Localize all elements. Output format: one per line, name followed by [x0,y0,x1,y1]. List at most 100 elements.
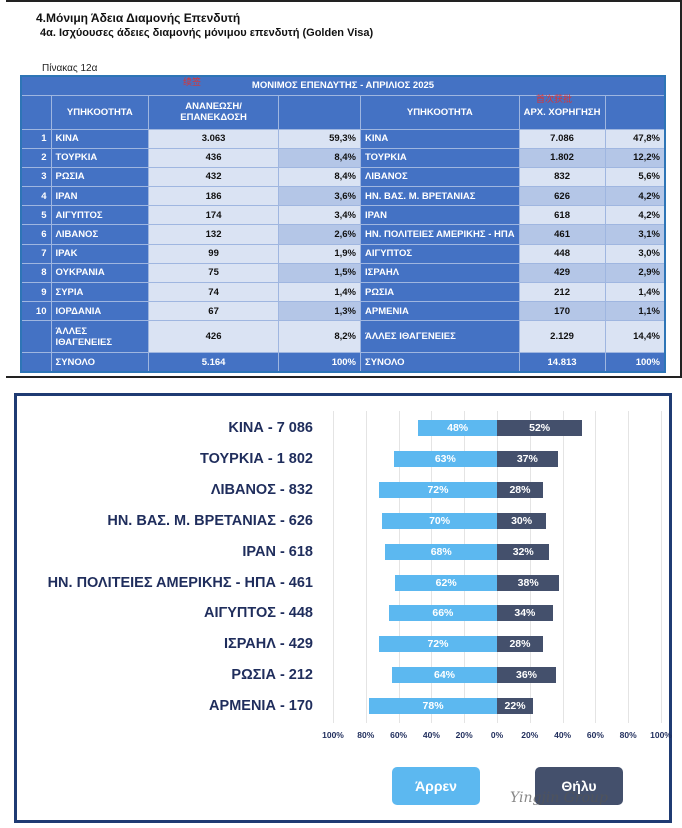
legend-female[interactable]: Θήλυ [535,767,623,805]
renewal-pct: 100% [278,352,361,373]
category-label: ΤΟΥΡΚΙΑ - 1 802 [200,450,313,467]
initial-count: 212 [518,281,606,303]
initial-count: 618 [518,205,606,226]
row-number: 7 [20,243,52,264]
x-tick-label: 40% [554,730,572,740]
initial-count: 2.129 [518,320,606,354]
nationality-2: ΣΥΝΟΛΟ [360,352,520,373]
renewal-count: 186 [148,186,279,207]
category-label: ΛΙΒΑΝΟΣ - 832 [210,481,313,498]
category-label: ΑΙΓΥΠΤΟΣ - 448 [203,605,313,622]
renewal-count: 3.063 [148,128,279,149]
nationality-2: ΡΩΣΙΑ [360,281,520,303]
row-number [20,320,52,354]
row-number: 9 [20,281,52,303]
bar-female: 30% [497,512,547,529]
initial-pct: 100% [604,352,666,373]
gridline [628,411,630,723]
category-label: ΙΡΑΝ - 618 [242,543,313,560]
initial-pct: 14,4% [604,320,666,354]
gridline [562,411,564,723]
category-label: ΑΡΜΕΝΙΑ - 170 [209,698,313,715]
bar-female: 36% [497,667,557,684]
nationality: ΡΩΣΙΑ [50,166,150,188]
bar-male: 48% [418,420,497,436]
overlay-mark: 续签 [183,77,202,87]
gridline [529,411,531,723]
table-row: 10 ΙΟΡΔΑΝΙΑ 67 1,3% ΑΡΜΕΝΙΑ 170 1,1% [20,301,666,322]
renewal-pct: 8,4% [278,166,361,188]
bar-male: 68% [385,543,497,560]
bar-female: 34% [497,605,553,622]
nationality: ΑΙΓΥΠΤΟΣ [50,205,150,226]
initial-count: 1.802 [518,147,606,168]
gridline [464,411,466,723]
gridline [595,411,597,723]
gridline [661,411,662,723]
initial-count: 170 [518,301,606,322]
initial-count: 14.813 [518,352,606,373]
bar-male: 64% [392,667,497,684]
header-nationality-2: ΥΠΗΚΟΟΤΗΤΑ [360,94,520,130]
bar-male: 78% [369,698,497,715]
section-subheading: 4α. Ισχύουσες άδειες διαμονής μόνιμου επ… [40,27,374,39]
header-num [20,94,52,130]
table-row: 7 ΙΡΑΚ 99 1,9% ΑΙΓΥΠΤΟΣ 448 3,0% [20,243,666,264]
nationality-2: ΗΝ. ΒΑΣ. Μ. ΒΡΕΤΑΝΙΑΣ [360,186,520,207]
x-tick-label: 60% [390,730,408,740]
table-row: 8 ΟΥΚΡΑΝΙΑ 75 1,5% ΙΣΡΑΗΛ 429 2,9% [20,262,666,284]
renewal-pct: 1,5% [278,262,361,284]
x-tick-label: 80% [619,730,637,740]
table-row: 6 ΛΙΒΑΝΟΣ 132 2,6% ΗΝ. ΠΟΛΙΤΕΙΕΣ ΑΜΕΡΙΚΗΣ - … [20,224,666,245]
row-number: 2 [20,147,52,168]
bar-female: 22% [497,698,534,715]
table-title: ΜΟΝΙΜΟΣ ΕΠΕΝΔΥΤΗΣ - ΑΠΡΙΛΙΟΣ 2025 [20,75,666,96]
initial-count: 832 [518,166,606,188]
nationality-2: ΙΣΡΑΗΛ [360,262,520,284]
renewal-pct: 1,3% [278,301,361,322]
x-tick-label: 80% [357,730,375,740]
nationality: ΆΛΛΕΣ ΙΘΑΓΕΝΕΙΕΣ [50,320,150,354]
nationality: ΙΟΡΔΑΝΙΑ [50,301,150,322]
header-pct-2 [604,94,666,130]
table-row: ΆΛΛΕΣ ΙΘΑΓΕΝΕΙΕΣ 426 8,2% ΆΛΛΕΣ ΙΘΑΓΕΝΕΙΕΣ 2… [20,320,666,354]
row-number: 3 [20,166,52,188]
document-page [6,0,682,378]
initial-pct: 2,9% [604,262,666,284]
initial-pct: 5,6% [604,166,666,188]
bar-male: 70% [382,512,497,529]
renewal-count: 436 [148,147,279,168]
nationality-2: ΤΟΥΡΚΙΑ [360,147,520,168]
bar-male: 63% [393,450,497,467]
initial-pct: 1,1% [604,301,666,322]
renewal-count: 74 [148,281,279,303]
initial-pct: 12,2% [604,147,666,168]
renewal-pct: 3,6% [278,186,361,207]
watermark-logo: Yingjin Group [510,790,609,806]
x-tick-label: 20% [455,730,473,740]
renewal-count: 174 [148,205,279,226]
renewal-pct: 3,4% [278,205,361,226]
category-label: ΚΙΝΑ - 7 086 [228,420,313,436]
header-nationality: ΥΠΗΚΟΟΤΗΤΑ [50,94,150,130]
bar-male: 62% [395,574,497,591]
gridline [431,411,433,723]
header-pct [278,94,361,130]
initial-pct: 47,8% [604,128,666,149]
renewal-pct: 8,4% [278,147,361,168]
legend-male[interactable]: Άρρεν [392,767,480,805]
initial-pct: 3,0% [604,243,666,264]
initial-count: 626 [518,186,606,207]
overlay-mark: 首次获批 [536,94,573,104]
nationality: ΙΡΑΝ [50,186,150,207]
initial-count: 7.086 [518,128,606,149]
nationality: ΣΥΝΟΛΟ [50,352,150,373]
row-number: 10 [20,301,52,322]
renewal-pct: 2,6% [278,224,361,245]
category-label: ΡΩΣΙΑ - 212 [231,667,313,684]
x-tick-label: 20% [521,730,539,740]
table-row: 1 ΚΙΝΑ 3.063 59,3% ΚΙΝΑ 7.086 47,8% [20,128,666,149]
nationality: ΤΟΥΡΚΙΑ [50,147,150,168]
renewal-count: 426 [148,320,279,354]
initial-pct: 4,2% [604,205,666,226]
